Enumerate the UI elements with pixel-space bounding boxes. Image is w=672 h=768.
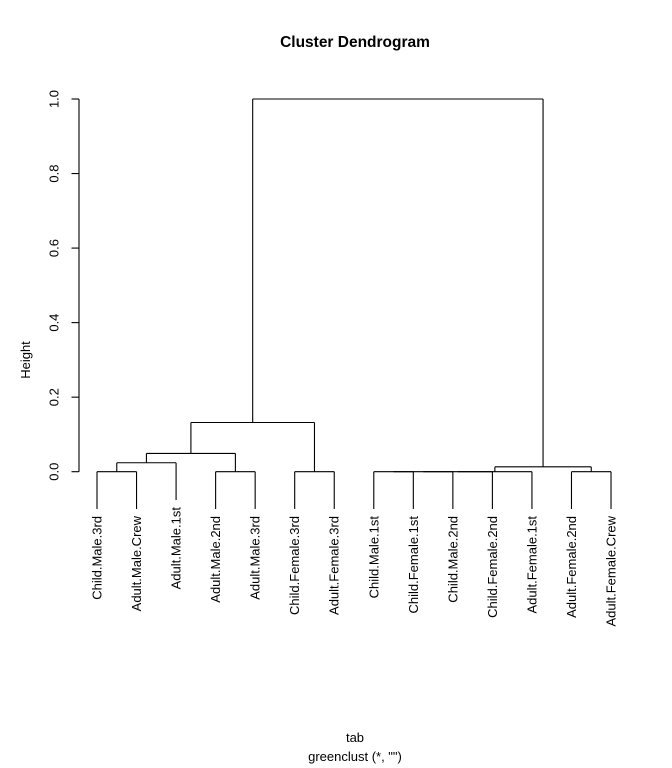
leaf-label-11: Adult.Female.1st [524, 516, 539, 614]
dendrogram-tree [96, 98, 612, 509]
x-axis-caption-line1: tab [346, 730, 364, 745]
leaf-label-8: Child.Female.1st [406, 516, 421, 614]
leaf-label-12: Adult.Female.2nd [564, 516, 579, 618]
chart-title: Cluster Dendrogram [280, 34, 430, 51]
y-tick-label: 1.0 [47, 90, 62, 108]
leaf-label-0: Child.Male.3rd [90, 516, 105, 600]
y-tick-label: 0.2 [47, 388, 62, 406]
leaf-label-9: Child.Male.2nd [445, 516, 460, 603]
y-tick-label: 0.0 [47, 463, 62, 481]
leaf-label-7: Child.Male.1st [366, 516, 381, 599]
leaf-labels: Child.Male.3rd Adult.Male.Crew Adult.Male.… [90, 507, 619, 627]
y-tick-label: 0.8 [47, 165, 62, 183]
y-tick-label: 0.4 [47, 314, 62, 332]
leaf-label-1: Adult.Male.Crew [129, 515, 144, 611]
x-axis-caption-line2: greenclust (*, "") [308, 749, 402, 764]
y-axis-title: Height [18, 341, 33, 379]
leaf-label-4: Adult.Male.3rd [248, 516, 263, 600]
y-axis: 0.0 0.2 0.4 0.6 0.8 1.0 [47, 90, 80, 481]
y-tick-label: 0.6 [47, 239, 62, 257]
leaf-label-2: Adult.Male.1st [169, 507, 184, 590]
leaf-label-10: Child.Female.2nd [485, 516, 500, 618]
leaf-label-5: Child.Female.3rd [287, 516, 302, 615]
leaf-label-13: Adult.Female.Crew [604, 515, 619, 626]
leaf-label-3: Adult.Male.2nd [208, 516, 223, 603]
leaf-label-6: Adult.Female.3rd [327, 516, 342, 615]
